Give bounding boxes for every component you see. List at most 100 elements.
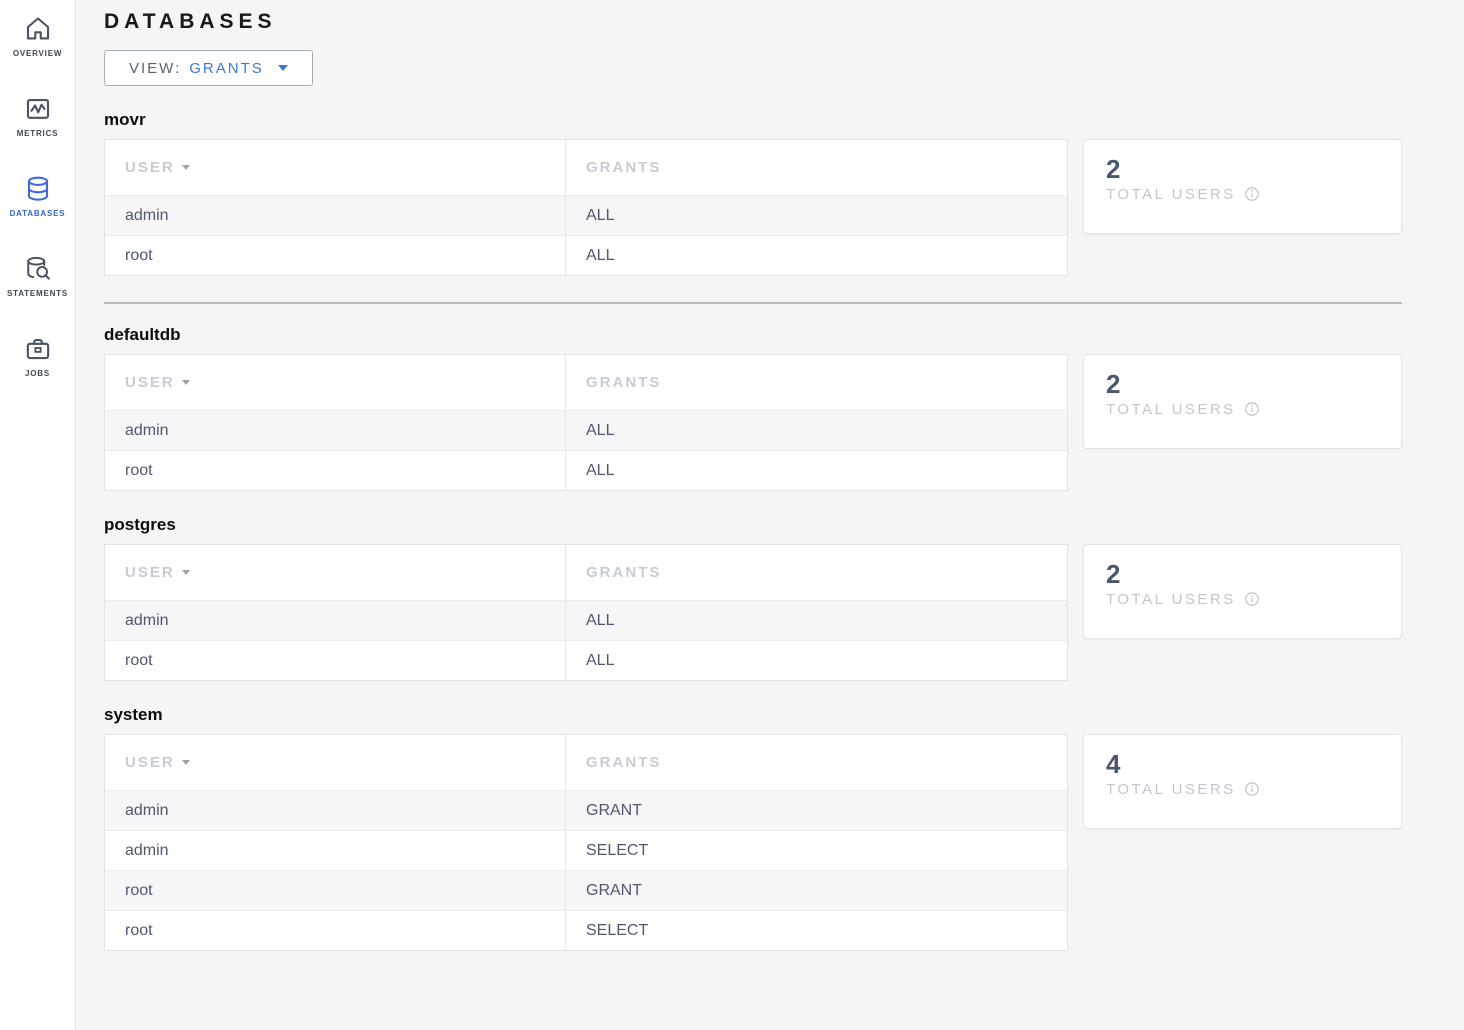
table-header-row: USER GRANTS	[105, 735, 1067, 790]
table-row: admin GRANT	[105, 790, 1067, 830]
db-section-movr: movr USER GRANTS admin ALL root	[104, 110, 1402, 276]
user-cell: admin	[125, 611, 169, 629]
db-section-defaultdb: defaultdb USER GRANTS admin ALL	[104, 325, 1402, 491]
grants-cell: ALL	[565, 196, 1067, 235]
grants-cell: ALL	[565, 411, 1067, 450]
total-users-card: 4 TOTAL USERS	[1083, 734, 1402, 829]
column-header-user-label: USER	[125, 159, 175, 176]
chevron-down-icon	[277, 65, 288, 71]
sidebar-item-statements[interactable]: STATEMENTS	[0, 248, 75, 328]
db-section-system: system USER GRANTS admin GRANT a	[104, 705, 1402, 951]
total-users-count: 4	[1106, 749, 1121, 779]
total-users-label: TOTAL USERS	[1106, 780, 1236, 798]
user-cell: admin	[125, 421, 169, 439]
total-users-card: 2 TOTAL USERS	[1083, 544, 1402, 639]
grants-cell: ALL	[565, 451, 1067, 490]
column-header-grants: GRANTS	[565, 545, 1067, 600]
info-icon[interactable]	[1244, 401, 1260, 417]
column-header-user[interactable]: USER	[105, 140, 565, 195]
column-header-grants: GRANTS	[565, 355, 1067, 410]
grants-table: USER GRANTS admin ALL root ALL	[104, 139, 1068, 276]
main-content: DATABASES VIEW: GRANTS movr USER GRANTS	[76, 0, 1464, 1030]
total-users-count: 2	[1106, 559, 1121, 589]
grants-cell: ALL	[565, 601, 1067, 640]
section-divider	[104, 302, 1402, 304]
database-name: system	[104, 705, 163, 724]
column-header-user-label: USER	[125, 374, 175, 391]
user-cell: admin	[125, 206, 169, 224]
table-header-row: USER GRANTS	[105, 140, 1067, 195]
table-row: root SELECT	[105, 910, 1067, 950]
column-header-grants-label: GRANTS	[586, 564, 662, 581]
database-name: defaultdb	[104, 325, 181, 344]
sidebar-item-overview[interactable]: OVERVIEW	[0, 8, 75, 88]
column-header-grants-label: GRANTS	[586, 754, 662, 771]
metrics-icon	[26, 98, 49, 119]
table-row: admin ALL	[105, 410, 1067, 450]
sidebar: OVERVIEW METRICS DATABASES STATEMENTS	[0, 0, 76, 1030]
sidebar-item-label: METRICS	[16, 129, 59, 138]
sidebar-item-jobs[interactable]: JOBS	[0, 328, 75, 408]
column-header-grants: GRANTS	[565, 735, 1067, 790]
statements-icon	[26, 256, 50, 280]
total-users-card: 2 TOTAL USERS	[1083, 354, 1402, 449]
column-header-user[interactable]: USER	[105, 355, 565, 410]
database-name: movr	[104, 110, 146, 129]
grants-cell: GRANT	[565, 791, 1067, 830]
table-header-row: USER GRANTS	[105, 355, 1067, 410]
grants-cell: ALL	[565, 641, 1067, 680]
sidebar-item-databases[interactable]: DATABASES	[0, 168, 75, 248]
sort-caret-icon	[181, 165, 190, 170]
total-users-count: 2	[1106, 369, 1121, 399]
database-name: postgres	[104, 515, 176, 534]
db-section-postgres: postgres USER GRANTS admin ALL r	[104, 515, 1402, 681]
sort-caret-icon	[181, 760, 190, 765]
info-icon[interactable]	[1244, 591, 1260, 607]
total-users-label: TOTAL USERS	[1106, 590, 1236, 608]
grants-cell: GRANT	[565, 871, 1067, 910]
grants-table: USER GRANTS admin ALL root ALL	[104, 544, 1068, 681]
table-row: root GRANT	[105, 870, 1067, 910]
total-users-card: 2 TOTAL USERS	[1083, 139, 1402, 234]
sidebar-item-label: OVERVIEW	[12, 49, 63, 58]
column-header-user-label: USER	[125, 754, 175, 771]
user-cell: root	[125, 651, 153, 669]
sort-caret-icon	[181, 380, 190, 385]
jobs-icon	[26, 338, 49, 360]
table-row: admin SELECT	[105, 830, 1067, 870]
table-row: admin ALL	[105, 600, 1067, 640]
column-header-grants-label: GRANTS	[586, 374, 662, 391]
sort-caret-icon	[181, 570, 190, 575]
user-cell: admin	[125, 801, 169, 819]
info-icon[interactable]	[1244, 186, 1260, 202]
column-header-user[interactable]: USER	[105, 735, 565, 790]
info-icon[interactable]	[1244, 781, 1260, 797]
database-icon	[27, 176, 48, 201]
page-title: DATABASES	[104, 10, 277, 33]
sidebar-item-metrics[interactable]: METRICS	[0, 88, 75, 168]
column-header-user-label: USER	[125, 564, 175, 581]
table-row: root ALL	[105, 640, 1067, 680]
table-row: root ALL	[105, 450, 1067, 490]
grants-table: USER GRANTS admin ALL root ALL	[104, 354, 1068, 491]
column-header-grants-label: GRANTS	[586, 159, 662, 176]
user-cell: root	[125, 246, 153, 264]
user-cell: admin	[125, 841, 169, 859]
table-row: root ALL	[105, 235, 1067, 275]
view-selector-label: VIEW:	[129, 59, 182, 77]
view-selector-value: GRANTS	[189, 59, 264, 77]
total-users-label: TOTAL USERS	[1106, 185, 1236, 203]
grants-cell: SELECT	[565, 831, 1067, 870]
column-header-grants: GRANTS	[565, 140, 1067, 195]
user-cell: root	[125, 921, 153, 939]
column-header-user[interactable]: USER	[105, 545, 565, 600]
home-icon	[26, 17, 49, 40]
sidebar-item-label: DATABASES	[9, 209, 66, 218]
grants-table: USER GRANTS admin GRANT admin SELECT r	[104, 734, 1068, 951]
view-selector-button[interactable]: VIEW: GRANTS	[104, 50, 313, 86]
user-cell: root	[125, 881, 153, 899]
grants-cell: SELECT	[565, 911, 1067, 950]
table-row: admin ALL	[105, 195, 1067, 235]
total-users-label: TOTAL USERS	[1106, 400, 1236, 418]
sidebar-item-label: STATEMENTS	[6, 289, 69, 298]
